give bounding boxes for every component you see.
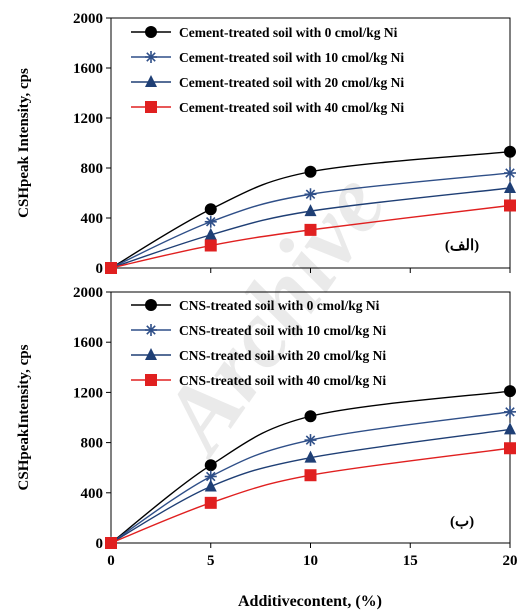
data-point [304,165,317,178]
y-axis-label: CSHpeak Intensity, cps [16,68,32,218]
y-tick-label: 0 [96,261,104,277]
data-point [304,223,317,236]
data-point [304,469,317,482]
legend-entry: CNS-treated soil with 10 cmol/kg Ni [131,323,386,338]
legend-entry: CNS-treated soil with 20 cmol/kg Ni [131,348,386,363]
data-point [504,442,516,455]
data-point [504,167,516,179]
legend-label: Cement-treated soil with 0 cmol/kg Ni [179,25,398,40]
data-point [304,434,317,447]
series-4 [105,442,516,549]
series-line [110,411,511,544]
series-line [110,187,511,269]
data-point [204,227,217,240]
data-point [304,188,317,201]
panel-tag: (الف) [445,238,479,254]
legend-label: Cement-treated soil with 10 cmol/kg Ni [179,50,404,65]
data-point [504,145,516,158]
legend-marker [145,101,157,113]
series-line [110,390,511,544]
x-tick-label: 0 [107,553,115,569]
data-point [204,459,217,472]
legend-marker [145,374,157,386]
y-tick-label: 400 [81,211,104,227]
x-tick-label: 20 [503,553,518,569]
legend-label: Cement-treated soil with 40 cmol/kg Ni [179,100,404,115]
y-tick-label: 800 [81,161,104,177]
legend-label: CNS-treated soil with 20 cmol/kg Ni [179,348,386,363]
data-point [504,385,516,398]
data-point [304,450,317,463]
x-tick-label: 15 [403,553,418,569]
series-4 [105,199,516,274]
legend-entry: CNS-treated soil with 40 cmol/kg Ni [131,373,386,388]
x-axis-label: Additivecontent, (%) [238,593,382,610]
data-point [304,204,317,217]
data-point [504,422,516,435]
data-point [204,203,217,216]
x-tick-label: 5 [207,553,215,569]
data-point [105,537,117,549]
legend-marker [145,75,157,87]
y-axis-label: CSHpeakIntensity, cps [16,344,32,490]
legend-marker [145,324,157,336]
data-point [504,405,516,418]
data-point [304,410,317,423]
legend-label: CNS-treated soil with 10 cmol/kg Ni [179,323,386,338]
legend-label: CNS-treated soil with 0 cmol/kg Ni [179,298,380,313]
data-point [105,262,117,274]
legend-entry: Cement-treated soil with 40 cmol/kg Ni [131,100,404,115]
legend-entry: Cement-treated soil with 10 cmol/kg Ni [131,50,404,65]
legend-entry: Cement-treated soil with 20 cmol/kg Ni [131,75,404,90]
panel-tag: (ب) [450,514,474,530]
y-tick-label: 2000 [73,285,103,301]
data-point [204,239,217,252]
data-point [504,199,516,212]
legend-label: CNS-treated soil with 40 cmol/kg Ni [179,373,386,388]
data-point [204,496,217,509]
y-tick-label: 400 [81,486,104,502]
y-tick-label: 0 [96,536,104,552]
y-tick-label: 1600 [73,61,103,77]
series-1 [105,145,516,274]
x-tick-label: 10 [303,553,318,569]
y-tick-label: 2000 [73,11,103,27]
series-line [110,172,511,269]
chart-panel-1: 0 400 800 1200 1600 2000 CSHpeak Intensity, cp… [16,11,516,277]
y-tick-label: 800 [81,436,104,452]
data-point [204,215,217,228]
y-tick-label: 1200 [73,385,103,401]
series-line [110,151,511,269]
legend-label: Cement-treated soil with 20 cmol/kg Ni [179,75,404,90]
legend-marker [145,26,157,38]
y-tick-label: 1200 [73,111,103,127]
data-point [204,479,217,492]
series-line [110,204,511,269]
legend-marker [145,51,157,63]
y-tick-label: 1600 [73,335,103,351]
legend-marker [145,348,157,360]
series-line [110,447,511,544]
chart-panel-2: 0 400 800 1200 1600 2000 0 5 10 15 20 CSHpeakIntens… [16,285,518,569]
legend-entry: Cement-treated soil with 0 cmol/kg Ni [131,25,398,40]
legend-entry: CNS-treated soil with 0 cmol/kg Ni [131,298,380,313]
legend-marker [145,299,157,311]
series-line [110,428,511,544]
data-point [504,181,516,193]
